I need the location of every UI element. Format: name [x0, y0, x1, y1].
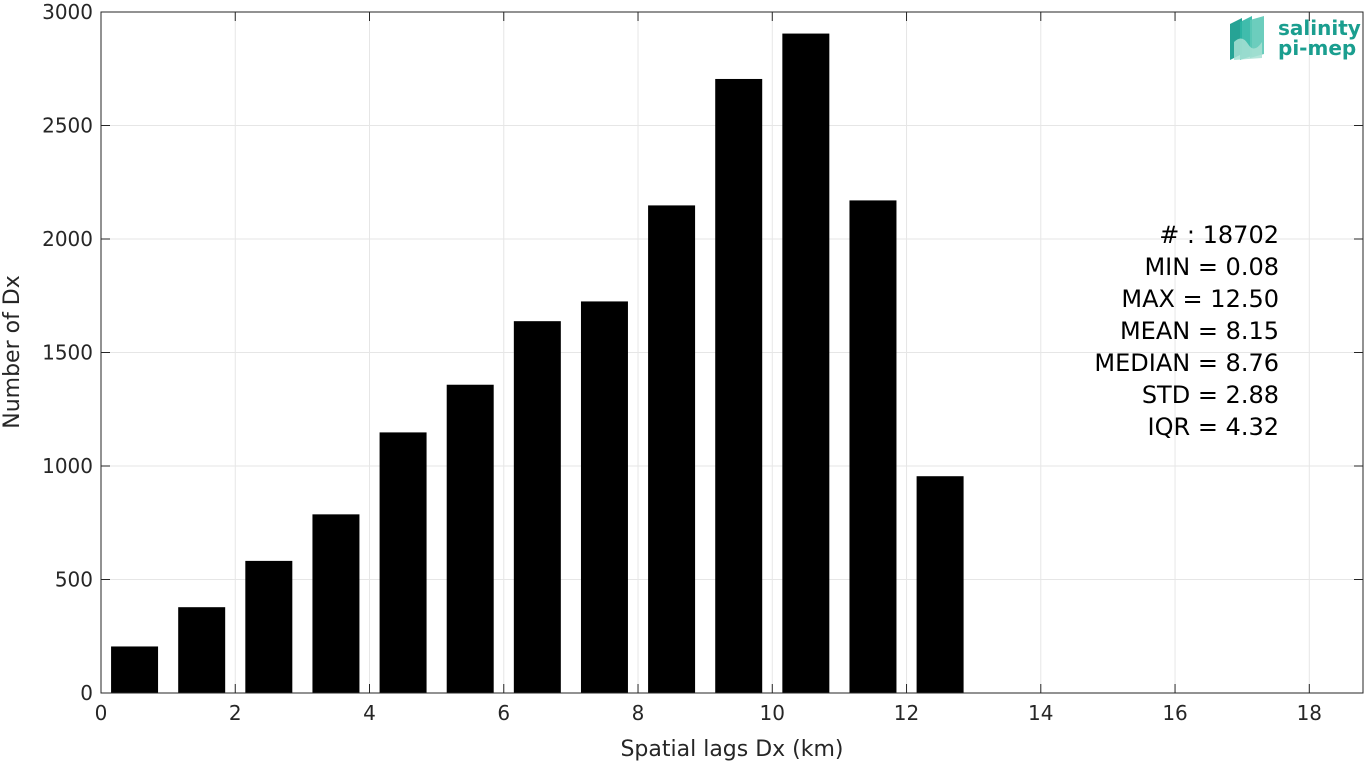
bar-12 [916, 476, 964, 693]
x-tick-label-2: 4 [363, 701, 376, 725]
x-tick-label-6: 12 [894, 701, 919, 725]
bar-0 [111, 646, 159, 693]
y-tick-label-1: 500 [55, 568, 93, 592]
y-tick-label-5: 2500 [42, 114, 93, 138]
stats-line-6: IQR = 4.32 [1148, 413, 1279, 441]
x-axis-title: Spatial lags Dx (km) [620, 737, 843, 762]
x-tick-label-7: 14 [1028, 701, 1053, 725]
bar-4 [379, 432, 427, 693]
bar-3 [312, 514, 360, 693]
bar-7 [580, 301, 628, 693]
bar-10 [782, 33, 830, 693]
stats-line-5: STD = 2.88 [1142, 381, 1279, 409]
y-tick-label-0: 0 [80, 681, 93, 705]
x-tick-label-5: 10 [760, 701, 785, 725]
bars [111, 33, 964, 694]
stats-annotation: # : 18702 MIN = 0.08 MAX = 12.50 MEAN = 8.1… [1094, 221, 1279, 441]
stats-line-2: MAX = 12.50 [1121, 285, 1279, 313]
bar-9 [715, 78, 763, 694]
stats-line-0: # : 18702 [1159, 221, 1279, 249]
salinity-pi-mep-logo: salinity pi-mep [1230, 16, 1361, 60]
axes [100, 11, 1364, 694]
bar-2 [245, 560, 293, 693]
stats-line-4: MEDIAN = 8.76 [1094, 349, 1279, 377]
y-axis-title: Number of Dx [0, 275, 25, 429]
x-tick-label-4: 8 [632, 701, 645, 725]
stats-line-1: MIN = 0.08 [1144, 253, 1279, 281]
bar-8 [648, 205, 696, 694]
x-tick-label-1: 2 [229, 701, 242, 725]
logo-line2: pi-mep [1278, 36, 1356, 60]
logo-wave-icon [1230, 16, 1264, 60]
bar-5 [446, 384, 494, 693]
bar-11 [849, 200, 897, 693]
tick-labels: 0 2 4 6 8 10 12 14 16 18 0 500 1000 1500 2000 2500 3000 [42, 0, 1322, 725]
x-tick-label-0: 0 [95, 701, 108, 725]
x-tick-label-9: 18 [1297, 701, 1322, 725]
y-tick-label-6: 3000 [42, 0, 93, 24]
x-tick-label-8: 16 [1162, 701, 1187, 725]
logo-line1: salinity [1278, 16, 1361, 40]
y-tick-label-2: 1000 [42, 454, 93, 478]
bar-6 [513, 321, 561, 693]
y-tick-label-4: 2000 [42, 227, 93, 251]
bar-1 [178, 607, 226, 693]
y-tick-label-3: 1500 [42, 341, 93, 365]
stats-line-3: MEAN = 8.15 [1120, 317, 1279, 345]
x-tick-label-3: 6 [497, 701, 510, 725]
